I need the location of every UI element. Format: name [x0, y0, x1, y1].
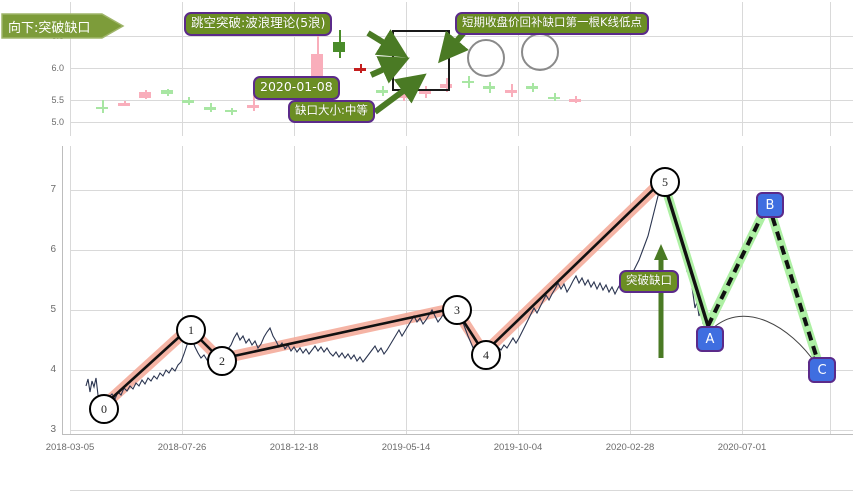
xtick-4: 2019-10-04	[493, 442, 543, 453]
wave-5-to-a-line	[661, 179, 710, 327]
gridline-v	[294, 146, 295, 434]
wave-a-to-b-line	[706, 202, 770, 327]
candle-body	[332, 41, 345, 53]
wave-node-3: 3	[442, 295, 472, 325]
gridline-h	[70, 68, 853, 69]
gridline-h	[70, 370, 853, 371]
corrective-band-group	[658, 175, 825, 373]
callout-close-fill: 短期收盘价回补缺口第一根K线低点	[455, 12, 650, 35]
trend-band-group	[96, 174, 669, 413]
gridline-h	[70, 250, 853, 251]
candle-body	[160, 90, 173, 95]
ytick-7: 7	[50, 184, 56, 195]
breakout-gap-arrow	[654, 244, 668, 358]
top-panel-arrows	[366, 28, 469, 115]
impulse-wave-lines	[101, 179, 664, 408]
xtick-6: 2020-07-01	[717, 442, 767, 453]
gridline-v	[182, 2, 183, 136]
candle-body	[225, 109, 237, 113]
abc-node-c: C	[808, 357, 836, 383]
gridline-v	[294, 2, 295, 136]
gridline-v	[518, 146, 519, 434]
gridline-v	[830, 146, 831, 434]
gridline-v	[406, 146, 407, 434]
candle-body	[354, 68, 366, 71]
candle-wick	[252, 95, 255, 112]
xtick-0: 2018-03-05	[45, 442, 95, 453]
wave-node-0: 0	[89, 394, 119, 424]
xtick-5: 2020-02-28	[605, 442, 655, 453]
xtick-1: 2018-07-26	[157, 442, 207, 453]
gridline-v	[742, 2, 743, 136]
xtick-3: 2019-05-14	[381, 442, 431, 453]
price-line	[85, 178, 710, 406]
ytick-6: 6	[50, 244, 56, 255]
direction-banner-label: 向下:突破缺口	[8, 21, 91, 36]
candle-body	[526, 86, 538, 89]
candle-body	[440, 84, 452, 88]
candle-body	[117, 103, 130, 106]
candle-body	[139, 92, 151, 98]
candle-body	[182, 100, 194, 103]
x-axis-line	[62, 434, 853, 435]
ytick-5: 5	[50, 304, 56, 315]
candle-wick	[102, 100, 104, 113]
gridline-v	[70, 146, 71, 434]
direction-banner: 向下:突破缺口	[1, 12, 125, 40]
gridline-h	[70, 430, 853, 431]
top-ytick-5-5: 5.5	[51, 95, 64, 105]
measure-arc	[712, 315, 817, 365]
gridline-v	[830, 2, 831, 136]
candle-body	[483, 86, 495, 89]
gridline-h	[70, 190, 853, 191]
xtick-2: 2018-12-18	[269, 442, 319, 453]
wave-node-4: 4	[471, 340, 501, 370]
candle-body	[547, 96, 560, 100]
wave-node-5: 5	[650, 167, 680, 197]
candle-body	[569, 99, 581, 102]
gridline-v	[70, 2, 71, 136]
callout-gap-size: 缺口大小:中等	[288, 100, 375, 123]
top-ytick-6-0: 6.0	[51, 63, 64, 73]
candle-body	[375, 89, 388, 94]
callout-gap-date: 2020-01-08	[253, 76, 340, 100]
abc-node-b: B	[756, 192, 784, 218]
ytick-3: 3	[50, 424, 56, 435]
gridline-v	[742, 146, 743, 434]
price-and-waves	[85, 174, 825, 413]
callout-breakout-gap: 突破缺口	[619, 270, 679, 293]
gridline-h	[70, 122, 853, 123]
gap-detail-panel: 6.5 6.0 5.5 5.0 向下:突破缺口 跳空突破:波浪理论(5浪) 20…	[0, 0, 853, 140]
top-ytick-5-0: 5.0	[51, 117, 64, 127]
candle-body	[96, 106, 108, 110]
gridline-v	[518, 2, 519, 136]
banner-arrow-shape	[1, 13, 125, 39]
candle-body	[504, 90, 517, 94]
gridline-v	[182, 146, 183, 434]
wave-node-1: 1	[176, 315, 206, 345]
callout-wave-theory: 跳空突破:波浪理论(5浪)	[184, 12, 333, 36]
gridline-v	[630, 2, 631, 136]
ytick-4: 4	[50, 364, 56, 375]
wave-overview-panel: 7 6 5 4 3	[0, 140, 853, 491]
candle-body	[203, 107, 216, 110]
gridline-h	[70, 100, 853, 101]
candle-body	[461, 80, 474, 84]
abc-node-a: A	[696, 326, 724, 352]
wave-node-2: 2	[207, 346, 237, 376]
y-axis-line	[62, 146, 63, 434]
candle-body	[246, 104, 259, 109]
